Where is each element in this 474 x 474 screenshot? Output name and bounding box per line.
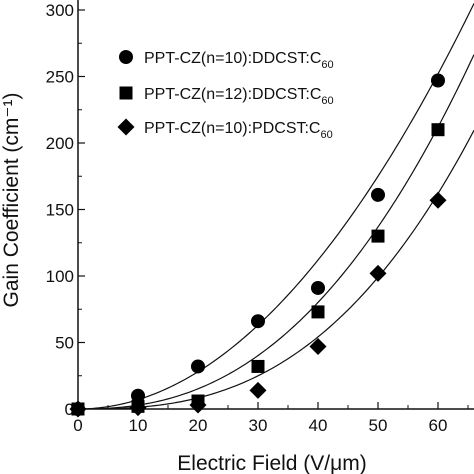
data-point-circle — [191, 359, 205, 374]
fit-curve — [78, 54, 474, 409]
legend-label: PPT-CZ(n=10):PDCST:C60 — [144, 120, 333, 141]
y-tick-label: 250 — [46, 68, 74, 87]
x-tick-label: 30 — [249, 416, 268, 435]
x-tick-label: 40 — [309, 416, 328, 435]
x-tick-label: 10 — [129, 416, 148, 435]
y-tick-label: 0 — [65, 400, 74, 419]
y-tick-label: 200 — [46, 134, 74, 153]
y-tick-label: 50 — [55, 334, 74, 353]
data-point-diamond — [249, 381, 267, 399]
data-point-circle — [251, 314, 265, 329]
x-tick-label: 50 — [369, 416, 388, 435]
data-point-circle — [131, 388, 145, 403]
y-tick-label: 100 — [46, 267, 74, 286]
legend-label: PPT-CZ(n=12):DDCST:C60 — [144, 86, 334, 107]
data-point-diamond — [69, 400, 87, 418]
x-tick-label: 60 — [429, 416, 448, 435]
data-point-diamond — [429, 191, 447, 209]
data-point-square — [431, 123, 445, 137]
y-tick-label: 300 — [46, 1, 74, 20]
legend-marker-square — [119, 86, 133, 100]
legend-label: PPT-CZ(n=10):DDCST:C60 — [144, 50, 334, 71]
fit-curve — [78, 130, 474, 409]
axis-ticks: 0 10 20 30 40 50 60 0 50 100 150 200 250 300 — [46, 1, 469, 435]
data-point-circle — [431, 73, 445, 88]
legend-marker-circle — [119, 50, 133, 64]
y-tick-label: 150 — [46, 201, 74, 220]
x-axis-title: Electric Field (V/μm) — [177, 452, 366, 474]
data-point-square — [251, 359, 265, 373]
data-point-square — [371, 229, 385, 243]
legend-marker-diamond — [117, 118, 135, 136]
data-point-circle — [371, 187, 385, 202]
data-point-diamond — [189, 396, 207, 414]
legend: PPT-CZ(n=10):DDCST:C60 PPT-CZ(n=12):DDCST… — [117, 50, 334, 141]
data-point-diamond — [129, 399, 147, 417]
data-point-square — [311, 305, 325, 319]
y-axis-title: Gain Coefficient (cm⁻¹) — [0, 93, 23, 308]
data-point-diamond — [369, 264, 387, 282]
data-point-diamond — [309, 337, 327, 355]
x-tick-label: 20 — [189, 416, 208, 435]
data-point-circle — [311, 280, 325, 295]
data-points — [69, 73, 447, 418]
x-tick-label: 0 — [73, 416, 82, 435]
